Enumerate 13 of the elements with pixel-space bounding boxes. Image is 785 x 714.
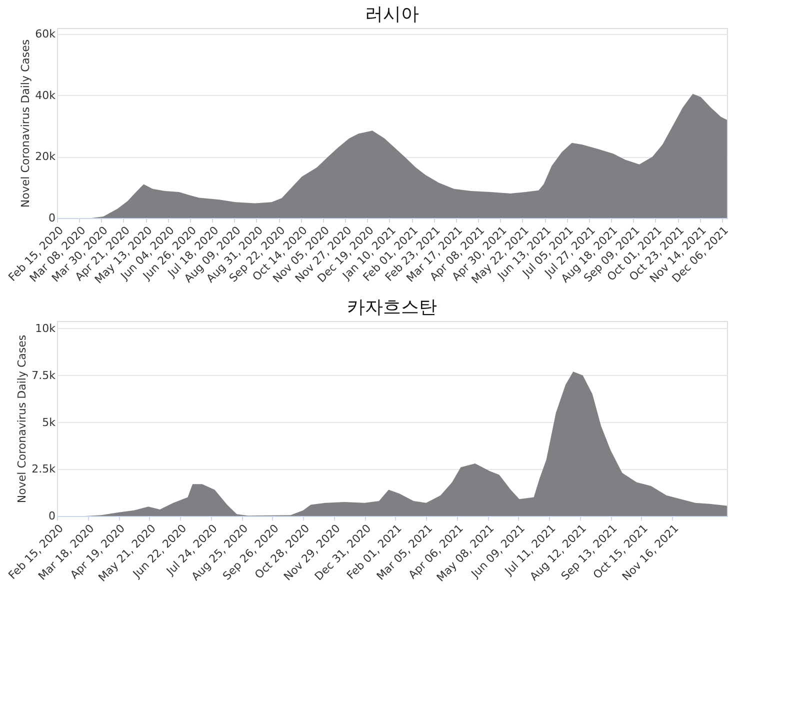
y-tick-label: 5k: [42, 416, 56, 429]
y-tick-label: 0: [48, 212, 56, 224]
y-tick-label: 60k: [35, 28, 56, 41]
y-tick-label: 10k: [35, 322, 56, 335]
chart-title: 카자흐스탄: [347, 297, 437, 318]
y-tick-label: 0: [48, 510, 56, 522]
y-axis-title: Novel Coronavirus Daily Cases: [16, 334, 29, 504]
chart-title: 러시아: [365, 4, 419, 25]
y-tick-label: 20k: [35, 150, 56, 164]
y-tick-label: 7.5k: [32, 368, 56, 382]
y-axis-title: Novel Coronavirus Daily Cases: [19, 39, 32, 208]
y-tick-label: 40k: [35, 88, 56, 102]
y-tick-label: 2.5k: [32, 462, 56, 476]
